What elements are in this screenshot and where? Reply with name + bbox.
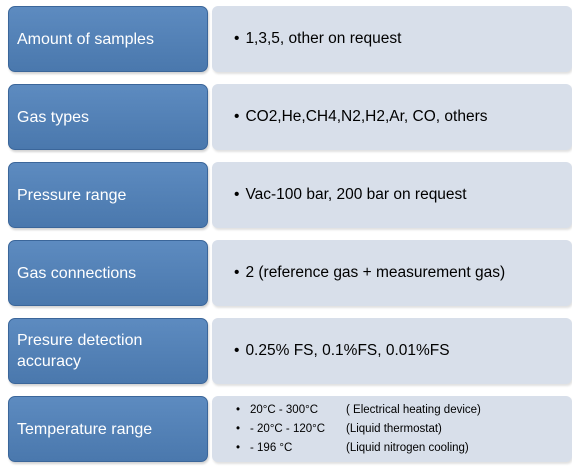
bullet: • — [236, 423, 241, 435]
bullet: • — [234, 186, 240, 203]
temperature-method-text: ( Electrical heating device) — [346, 404, 481, 416]
spec-label: Amount of samples — [8, 6, 208, 72]
spec-value: • 2 (reference gas + measurement gas) — [212, 240, 572, 306]
bullet: • — [234, 264, 240, 281]
spec-value-text: 1,3,5, other on request — [245, 30, 402, 47]
spec-label: Pressure range — [8, 162, 208, 228]
spec-value: • 20°C - 300°C ( Electrical heating devi… — [212, 396, 572, 462]
spec-value-text: Vac-100 bar, 200 bar on request — [245, 186, 467, 203]
spec-value: • 1,3,5, other on request — [212, 6, 572, 72]
spec-value-text: 0.25% FS, 0.1%FS, 0.01%FS — [245, 342, 450, 359]
bullet: • — [234, 342, 240, 359]
temperature-range-text: - 196 °C — [250, 442, 293, 454]
spec-value: • 0.25% FS, 0.1%FS, 0.01%FS — [212, 318, 572, 384]
spec-row-gas-types: Gas types • CO2,He,CH4,N2,H2,Ar, CO, oth… — [8, 84, 572, 150]
spec-row-amount-of-samples: Amount of samples • 1,3,5, other on requ… — [8, 6, 572, 72]
spec-row-pressure-range: Pressure range • Vac-100 bar, 200 bar on… — [8, 162, 572, 228]
bullet: • — [236, 404, 241, 416]
spec-label: Gas connections — [8, 240, 208, 306]
spec-value-text: 2 (reference gas + measurement gas) — [245, 264, 506, 281]
spec-value-text: CO2,He,CH4,N2,H2,Ar, CO, others — [245, 108, 488, 125]
spec-label: Temperature range — [8, 396, 208, 462]
spec-row-gas-connections: Gas connections • 2 (reference gas + mea… — [8, 240, 572, 306]
bullet: • — [234, 108, 240, 125]
temperature-method-text: (Liquid thermostat) — [346, 423, 442, 435]
spec-value: • CO2,He,CH4,N2,H2,Ar, CO, others — [212, 84, 572, 150]
bullet: • — [234, 30, 240, 47]
spec-row-temperature-range: Temperature range • 20°C - 300°C ( Elect… — [8, 396, 572, 462]
temperature-range-text: - 20°C - 120°C — [250, 423, 326, 435]
spec-label: Presure detection accuracy — [8, 318, 208, 384]
temperature-range-text: 20°C - 300°C — [250, 404, 319, 416]
spec-row-pressure-detection-accuracy: Presure detection accuracy • 0.25% FS, 0… — [8, 318, 572, 384]
spec-value: • Vac-100 bar, 200 bar on request — [212, 162, 572, 228]
bullet: • — [236, 442, 241, 454]
spec-label: Gas types — [8, 84, 208, 150]
temperature-method-text: (Liquid nitrogen cooling) — [346, 442, 469, 454]
